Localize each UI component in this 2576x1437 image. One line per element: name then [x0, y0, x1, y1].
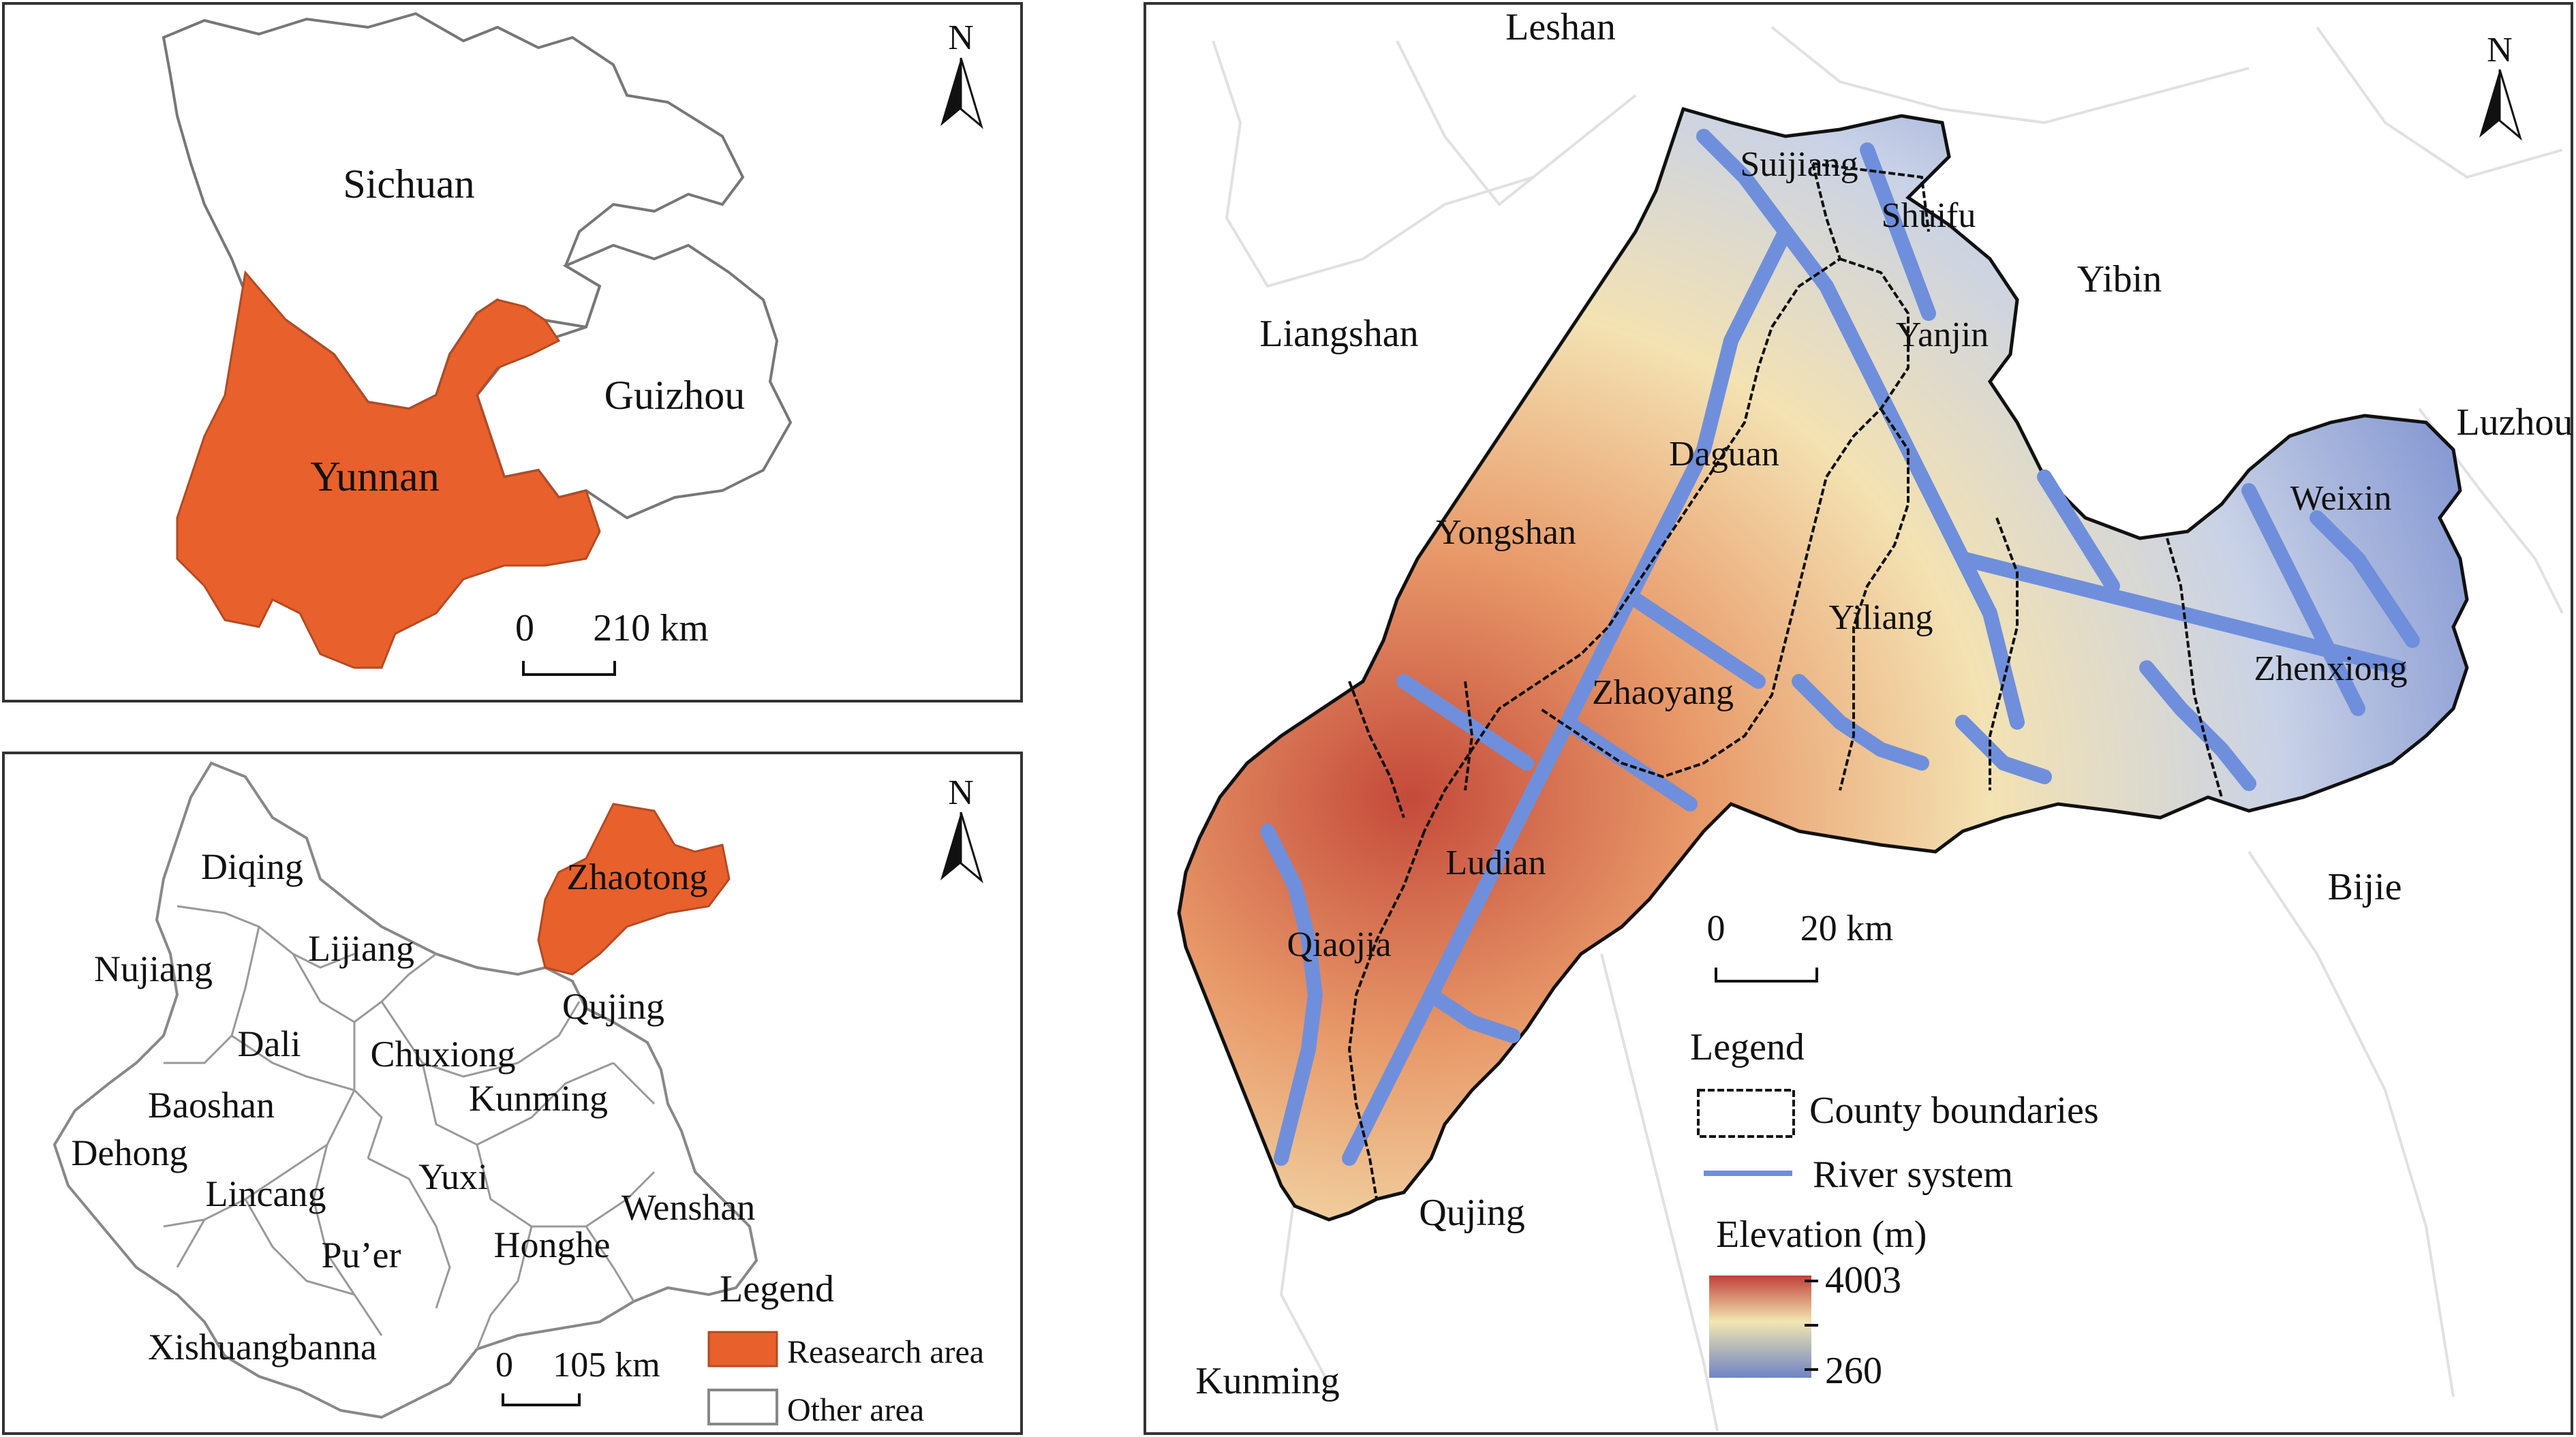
- legend: Legend Reasearch area Other area: [707, 1268, 984, 1428]
- label-sichuan: Sichuan: [343, 161, 474, 206]
- legend-swatch-research: [707, 1331, 778, 1368]
- label-dali: Dali: [238, 1023, 301, 1064]
- prefecture-boundaries: [163, 905, 656, 1350]
- yunnan-outline: [52, 761, 758, 1419]
- label-yunnan: Yunnan: [310, 454, 439, 500]
- label-bijie: Bijie: [2328, 866, 2402, 908]
- county-boundaries: [1347, 162, 2223, 1200]
- scale-value: 210 km: [593, 607, 709, 649]
- scale-bar: 0 20 km: [1707, 908, 1894, 983]
- label-dehong: Dehong: [72, 1132, 188, 1173]
- label-puer: Pu’er: [322, 1235, 401, 1276]
- label-qujing: Qujing: [1419, 1192, 1525, 1234]
- label-leshan: Leshan: [1505, 6, 1616, 48]
- north-label: N: [948, 773, 974, 812]
- scale-value: 105 km: [553, 1346, 660, 1385]
- label-yiliang: Yiliang: [1828, 598, 1933, 637]
- legend-label-research: Reasearch area: [787, 1334, 984, 1370]
- label-zhenxiong: Zhenxiong: [2254, 649, 2407, 688]
- scale-value: 20 km: [1800, 908, 1894, 948]
- river-system: [1260, 129, 2420, 1166]
- panel-elevation-map: Leshan Liangshan Yibin Luzhou Bijie Quji…: [1144, 2, 2573, 1435]
- legend-swatch-county: [1697, 1089, 1795, 1138]
- panel-prefecture-map: Diqing Nujiang Lijiang Dali Baoshan Deho…: [2, 752, 1023, 1435]
- label-guizhou: Guizhou: [604, 373, 746, 418]
- north-arrow: N: [2479, 31, 2522, 141]
- yunnan-province[interactable]: [176, 270, 601, 669]
- scale-bar: 0 210 km: [515, 607, 709, 676]
- legend-title: Legend: [1690, 1026, 1805, 1068]
- legend-swatch-other: [707, 1389, 778, 1425]
- label-qiaojia: Qiaojia: [1287, 925, 1391, 964]
- label-zhaotong: Zhaotong: [567, 856, 708, 897]
- north-arrow-icon: [940, 58, 961, 126]
- legend-elevation-min: 260: [1825, 1350, 1882, 1392]
- label-shuifu: Shuifu: [1882, 196, 1976, 235]
- label-yongshan: Yongshan: [1436, 513, 1576, 552]
- label-suijiang: Suijiang: [1740, 145, 1858, 184]
- scale-zero: 0: [495, 1346, 513, 1385]
- neighbor-boundaries: [1212, 26, 2564, 1432]
- legend-title: Legend: [720, 1268, 834, 1310]
- north-arrow-icon: [940, 812, 961, 880]
- north-arrow-icon: [2479, 69, 2500, 138]
- label-liangshan: Liangshan: [1259, 313, 1418, 355]
- zhaotong-elevation-terrain[interactable]: [1177, 106, 2469, 1222]
- label-kunming: Kunming: [1195, 1360, 1340, 1402]
- legend-elevation-max: 4003: [1825, 1259, 1901, 1301]
- label-lincang: Lincang: [206, 1173, 326, 1214]
- label-nujiang: Nujiang: [94, 948, 213, 989]
- label-wenshan: Wenshan: [622, 1187, 756, 1228]
- legend-label-river: River system: [1813, 1154, 2013, 1196]
- scale-zero: 0: [1707, 908, 1726, 948]
- legend-label-county: County boundaries: [1809, 1090, 2099, 1132]
- label-kunming: Kunming: [469, 1078, 608, 1119]
- north-arrow: N: [940, 773, 983, 884]
- label-zhaoyang: Zhaoyang: [1592, 673, 1734, 712]
- label-daguan: Daguan: [1669, 435, 1779, 474]
- north-label: N: [2487, 31, 2513, 69]
- legend-label-other: Other area: [787, 1392, 924, 1428]
- label-honghe: Honghe: [494, 1224, 611, 1265]
- label-yuxi: Yuxi: [418, 1156, 488, 1197]
- label-qujing: Qujing: [562, 986, 664, 1027]
- label-lijiang: Lijiang: [308, 928, 414, 969]
- scale-bar: 0 105 km: [495, 1346, 660, 1406]
- zhaotong-highlight[interactable]: [537, 803, 731, 976]
- label-diqing: Diqing: [201, 846, 303, 887]
- legend: Legend County boundaries River system El…: [1690, 1026, 2099, 1392]
- label-xishuangbanna: Xishuangbanna: [148, 1327, 377, 1368]
- legend-elevation-title: Elevation (m): [1716, 1214, 1927, 1256]
- north-arrow: N: [940, 18, 983, 129]
- label-yanjin: Yanjin: [1896, 315, 1989, 354]
- label-yibin: Yibin: [2077, 258, 2162, 300]
- panel-province-map: Sichuan Guizhou Yunnan N 0 210 km: [2, 2, 1023, 702]
- label-baoshan: Baoshan: [148, 1085, 275, 1126]
- label-chuxiong: Chuxiong: [370, 1034, 515, 1075]
- label-ludian: Ludian: [1445, 844, 1546, 882]
- label-weixin: Weixin: [2290, 479, 2392, 518]
- scale-zero: 0: [515, 607, 534, 649]
- legend-elevation-ramp: [1709, 1276, 1811, 1378]
- label-luzhou: Luzhou: [2456, 401, 2573, 444]
- north-label: N: [948, 18, 974, 57]
